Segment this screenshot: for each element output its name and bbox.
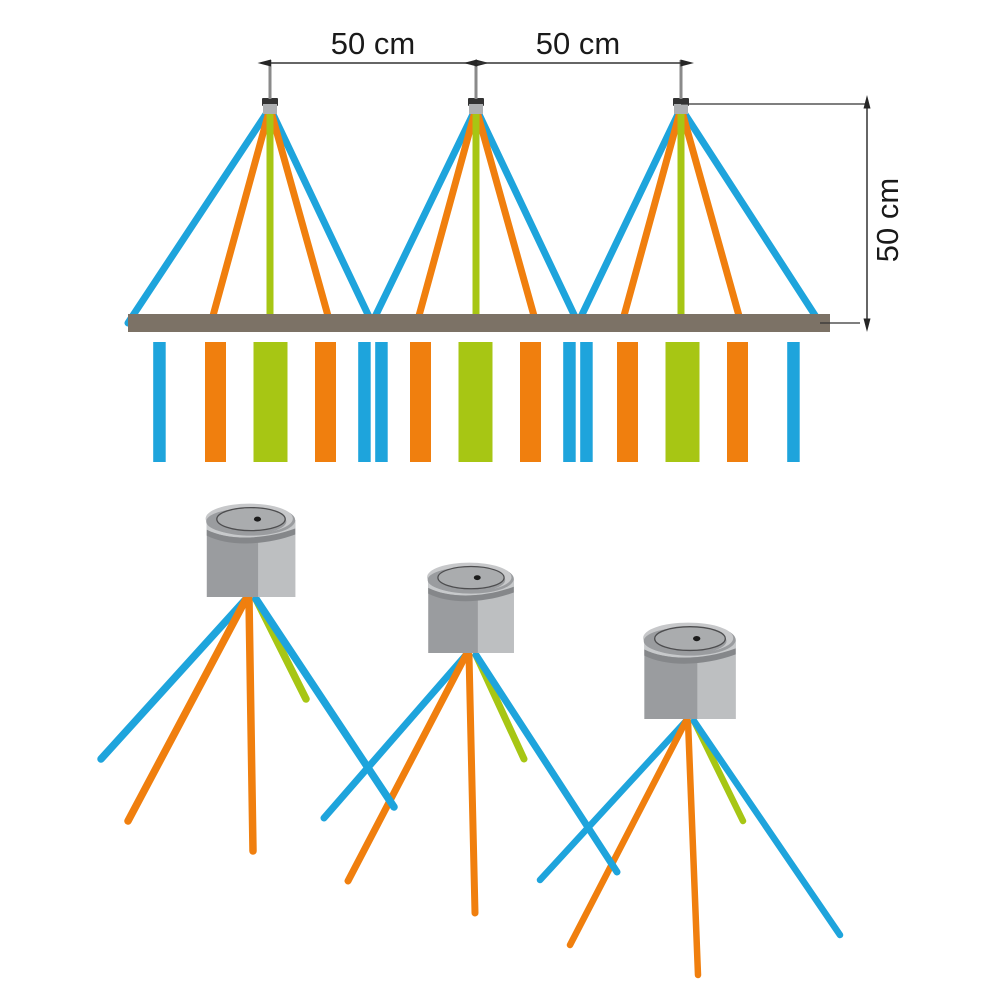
svg-text:50 cm: 50 cm	[870, 178, 905, 262]
svg-text:50 cm: 50 cm	[536, 26, 620, 61]
svg-text:50 cm: 50 cm	[331, 26, 415, 61]
